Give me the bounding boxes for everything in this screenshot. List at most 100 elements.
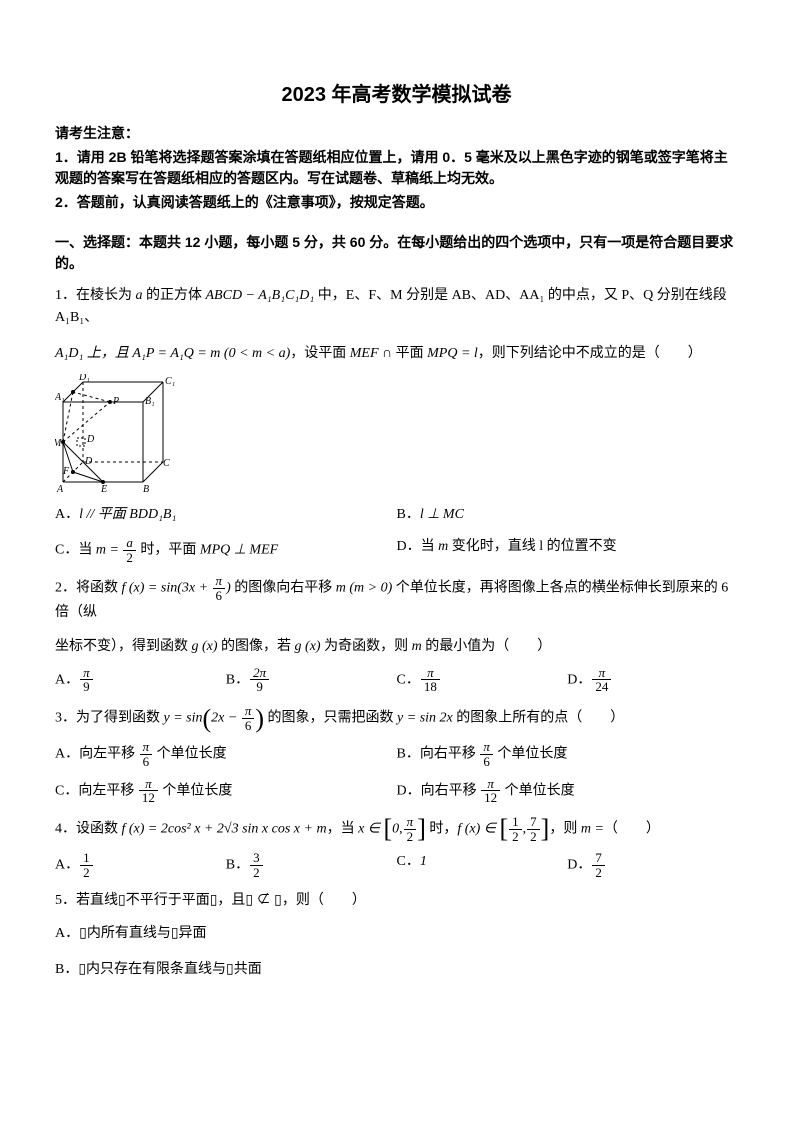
frac-num: π [421,666,440,681]
label-E: E [100,484,107,494]
opt-text: 时，平面 [137,542,200,557]
opt-text: 1 [420,854,427,869]
q2-text: 2．将函数 [55,581,122,596]
q1-cap: ∩ 平面 [379,346,428,361]
q3-option-D: D．向右平移 π12 个单位长度 [397,777,739,805]
frac: π6 [213,574,226,602]
rbracket-icon: ] [417,817,426,840]
label-P: P [112,396,119,407]
q1-optD-m: m [438,539,448,554]
opt-text: 个单位长度 [159,783,233,798]
q1-text: 1．在棱长为 [55,288,136,303]
q3-inner: 2x − [211,710,241,725]
q5-option-A: A．▯内所有直线与▯异面 [55,923,738,945]
q1-stem-line2: A₁D₁ 上，且 A₁P = A₁Q = m (0 < m < a)，设平面 M… [55,343,738,365]
q3-y2: y = sin 2x [397,710,453,725]
frac: π12 [481,777,500,805]
q2-stem-line1: 2．将函数 f (x) = sin(3x + π6) 的图像向右平移 m (m … [55,574,738,624]
q2-gx: g (x) [192,639,218,654]
frac-den: 2 [592,866,605,880]
q5-option-B: B．▯内只存在有限条直线与▯共面 [55,959,738,981]
opt-text: l ⊥ MC [420,507,464,522]
label-C: C [163,458,170,469]
frac-num: π [480,740,493,755]
q4-m: m = [581,821,604,836]
q4-text: （ ） [604,821,660,836]
q1-text: A₁D₁ 上，且 [55,346,132,361]
opt-label: A． [55,672,79,687]
q4-text: 时， [426,821,458,836]
label-F: F [62,466,70,477]
instructions-block: 请考生注意： 1．请用 2B 铅笔将选择题答案涂填在答题纸相应位置上，请用 0．… [55,123,738,214]
q3-options-row1: A．向左平移 π6 个单位长度 B．向右平移 π6 个单位长度 [55,740,738,768]
section-1-heading: 一、选择题：本题共 12 小题，每小题 5 分，共 60 分。在每小题给出的四个… [55,232,738,275]
q1-options-row2: C．当 m = a2 时，平面 MPQ ⊥ MEF D．当 m 变化时，直线 l… [55,536,738,564]
frac-num: 7 [592,851,605,866]
opt-label: D． [567,858,591,873]
frac-den: 2 [527,830,540,844]
frac: π6 [480,740,493,768]
opt-label: D．当 [397,539,439,554]
notice-line-2: 2．答题前，认真阅读答题纸上的《注意事项》，按规定答题。 [55,192,738,214]
frac-den: 12 [481,791,500,805]
opt-label: C． [397,672,420,687]
frac-num: 2π [250,666,269,681]
frac: π12 [139,777,158,805]
label-C1: C₁ [165,376,175,387]
frac: a2 [123,536,136,564]
frac-den: 6 [213,589,226,603]
frac-den: 9 [250,680,269,694]
frac-num: 1 [509,815,522,830]
page-title: 2023 年高考数学模拟试卷 [55,80,738,111]
q2-option-D: D．π24 [567,666,738,694]
opt-text: 变化时，直线 l 的位置不变 [448,539,616,554]
frac-num: π [139,777,158,792]
opt-label: B． [226,858,249,873]
frac: 32 [250,851,263,879]
opt-text: 个单位长度 [494,747,568,762]
q2-text: 为奇函数，则 [321,639,412,654]
q4-fx2: f (x) ∈ [457,821,499,836]
frac-den: 12 [139,791,158,805]
q1-option-A: A．l // 平面 BDD₁B₁ [55,504,397,526]
q4-option-C: C．1 [397,851,568,879]
label-A1: A₁ [55,392,65,403]
frac-den: 6 [242,719,255,733]
frac-num: π [242,704,255,719]
q1-option-D: D．当 m 变化时，直线 l 的位置不变 [397,536,739,564]
lbracket-icon: [ [384,817,393,840]
frac-den: 6 [480,755,493,769]
label-D1: D₁ [78,374,90,383]
lbracket-icon: [ [499,817,508,840]
q4-text: ，当 [327,821,359,836]
q2-text: 的图像，若 [218,639,295,654]
cube-diagram: D₁ C₁ A₁ B₁ P M D C D A B E F [55,374,185,494]
q2-option-C: C．π18 [397,666,568,694]
q3-option-C: C．向左平移 π12 个单位长度 [55,777,397,805]
frac: π18 [421,666,440,694]
question-4: 4．设函数 f (x) = 2cos² x + 2√3 sin x cos x … [55,815,738,880]
exam-page: 2023 年高考数学模拟试卷 请考生注意： 1．请用 2B 铅笔将选择题答案涂填… [0,0,793,1122]
q1-option-B: B．l ⊥ MC [397,504,739,526]
frac: π2 [404,815,417,843]
question-1: 1．在棱长为 a 的正方体 ABCD − A₁B₁C₁D₁ 中，E、F、M 分别… [55,285,738,564]
frac-num: π [481,777,500,792]
q2-text: 的图像向右平移 [231,581,336,596]
q3-stem: 3．为了得到函数 y = sin(2x − π6) 的图象，只需把函数 y = … [55,704,738,732]
frac-den: 2 [80,866,93,880]
frac-num: π [213,574,226,589]
frac-num: 1 [80,851,93,866]
opt-label: C． [397,854,420,869]
q2-fx: f (x) = sin(3x + [122,581,212,596]
q1-optC-m: m = [96,542,119,557]
opt-text: 个单位长度 [501,783,575,798]
frac: 12 [80,851,93,879]
q1-a: a [136,288,143,303]
frac-den: 9 [80,680,93,694]
q2-m2: m [412,639,422,654]
q1-text: 的正方体 [143,288,206,303]
question-2: 2．将函数 f (x) = sin(3x + π6) 的图像向右平移 m (m … [55,574,738,694]
q1-plane2: MPQ = l [427,346,478,361]
frac-num: π [140,740,153,755]
opt-label: B．向右平移 [397,747,480,762]
